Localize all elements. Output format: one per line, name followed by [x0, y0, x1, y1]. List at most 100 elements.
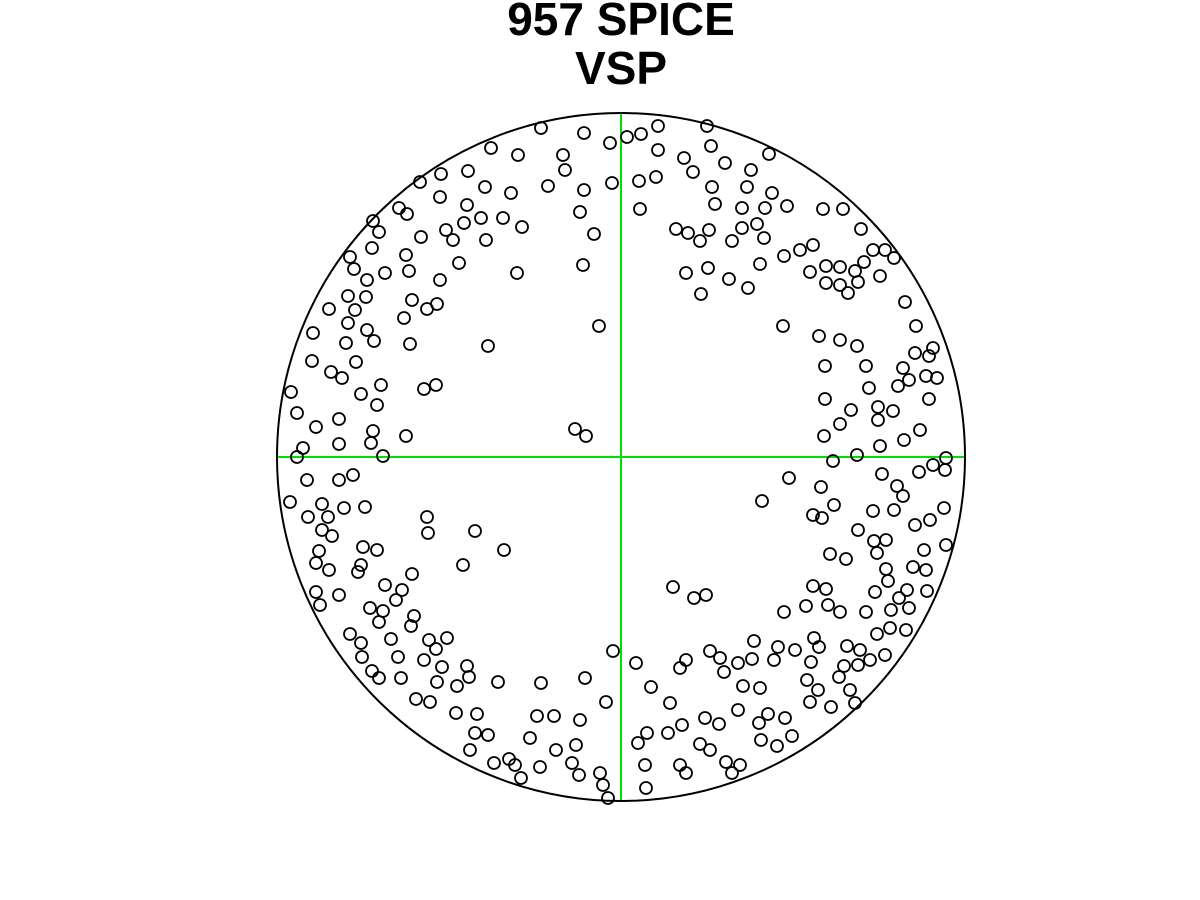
- point: [378, 266, 392, 280]
- point: [577, 126, 591, 140]
- point: [343, 627, 357, 641]
- point: [758, 201, 772, 215]
- point: [420, 510, 434, 524]
- point: [433, 190, 447, 204]
- point: [811, 683, 825, 697]
- point: [533, 760, 547, 774]
- point: [731, 703, 745, 717]
- point: [556, 148, 570, 162]
- point: [815, 511, 829, 525]
- point: [402, 264, 416, 278]
- point: [309, 420, 323, 434]
- point: [878, 243, 892, 257]
- point: [440, 631, 454, 645]
- point: [747, 634, 761, 648]
- point: [800, 673, 814, 687]
- point: [478, 180, 492, 194]
- point: [750, 217, 764, 231]
- point: [640, 726, 654, 740]
- point: [421, 526, 435, 540]
- point: [926, 458, 940, 472]
- point: [913, 423, 927, 437]
- point: [762, 147, 776, 161]
- point: [332, 473, 346, 487]
- point: [404, 619, 418, 633]
- point: [806, 238, 820, 252]
- point: [673, 661, 687, 675]
- point: [400, 207, 414, 221]
- point: [435, 660, 449, 674]
- point: [777, 249, 791, 263]
- point: [391, 650, 405, 664]
- point: [290, 450, 304, 464]
- point: [429, 642, 443, 656]
- point: [389, 593, 403, 607]
- point: [725, 766, 739, 780]
- point: [433, 273, 447, 287]
- point: [890, 479, 904, 493]
- point: [360, 273, 374, 287]
- point: [675, 718, 689, 732]
- point: [770, 739, 784, 753]
- point: [632, 174, 646, 188]
- point: [780, 199, 794, 213]
- point: [827, 498, 841, 512]
- point: [740, 180, 754, 194]
- point: [853, 643, 867, 657]
- point: [405, 567, 419, 581]
- point: [722, 272, 736, 286]
- point: [605, 176, 619, 190]
- point: [896, 489, 910, 503]
- point: [430, 675, 444, 689]
- point: [679, 653, 693, 667]
- point: [669, 222, 683, 236]
- point: [713, 651, 727, 665]
- point: [629, 656, 643, 670]
- point: [409, 692, 423, 706]
- point: [457, 216, 471, 230]
- point: [767, 653, 781, 667]
- point: [753, 257, 767, 271]
- point: [733, 758, 747, 772]
- point: [487, 756, 501, 770]
- point: [422, 633, 436, 647]
- point: [346, 468, 360, 482]
- point: [651, 143, 665, 157]
- point: [523, 731, 537, 745]
- point: [686, 165, 700, 179]
- point: [497, 543, 511, 557]
- point: [778, 711, 792, 725]
- point: [891, 379, 905, 393]
- point: [384, 632, 398, 646]
- point: [862, 381, 876, 395]
- point: [677, 151, 691, 165]
- point: [867, 534, 881, 548]
- point: [705, 180, 719, 194]
- point: [771, 640, 785, 654]
- point: [392, 201, 406, 215]
- point: [886, 404, 900, 418]
- point: [939, 538, 953, 552]
- point: [491, 675, 505, 689]
- point: [909, 319, 923, 333]
- point: [633, 202, 647, 216]
- point: [301, 510, 315, 524]
- point: [782, 471, 796, 485]
- chart-title: 957 SPICE: [507, 0, 735, 45]
- point: [816, 202, 830, 216]
- point: [515, 220, 529, 234]
- point: [926, 341, 940, 355]
- point: [717, 665, 731, 679]
- point: [460, 659, 474, 673]
- point: [283, 495, 297, 509]
- point: [343, 250, 357, 264]
- point: [837, 659, 851, 673]
- point: [744, 163, 758, 177]
- point: [372, 225, 386, 239]
- point: [703, 644, 717, 658]
- point: [620, 130, 634, 144]
- point: [850, 339, 864, 353]
- point: [456, 558, 470, 572]
- point: [376, 449, 390, 463]
